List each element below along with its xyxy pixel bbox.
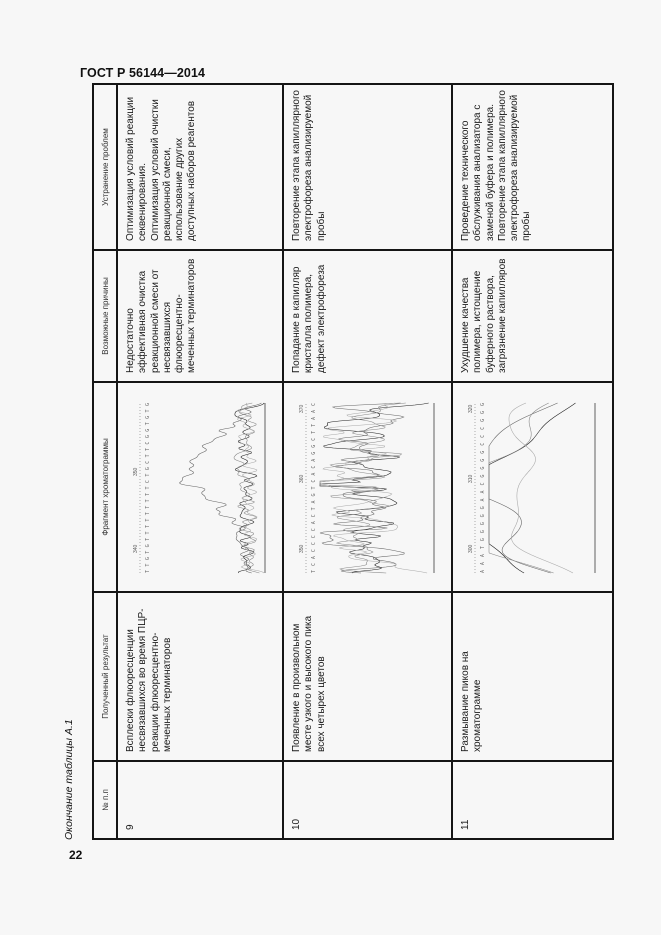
table-caption: Окончание таблицы А.1 xyxy=(63,719,75,840)
table-header-row: № п.п Полученный результат Фрагмент хром… xyxy=(93,84,117,839)
cell-text-line: обслуживания анализатора с xyxy=(472,104,484,241)
scale-tick-label: 370 xyxy=(299,404,305,413)
base-sequence: AAATGGGGGAACGGGGCCCGGG xyxy=(480,403,486,573)
table-a1-continuation: № п.п Полученный результат Фрагмент хром… xyxy=(92,84,613,840)
cell-text-line: Недостаточно xyxy=(125,308,136,373)
chromatogram-image: 350 360 370 TCACCCCACTAGTCACAGGCTTAAC xyxy=(299,402,435,574)
cell-text-line: реакционной смеси от xyxy=(149,269,161,373)
scale-tick-label: 360 xyxy=(299,474,305,483)
cell-text-line: секвенирования. xyxy=(137,163,149,241)
scale-tick-label: 320 xyxy=(468,404,474,413)
cell-text-line: эффективная очистка xyxy=(137,270,149,373)
scale-tick-label: 350 xyxy=(133,467,139,476)
chromatogram-trace xyxy=(488,402,576,574)
cell-text-line: полимера, истощение xyxy=(472,270,484,373)
column-header-causes: Возможные причины xyxy=(93,250,117,382)
cell-text-line: Попадание в капилляр xyxy=(291,266,302,373)
cell-text-line: Появление в произвольном xyxy=(291,623,302,752)
scale-tick-label: 310 xyxy=(468,474,474,483)
cell-text-line: использование других xyxy=(174,137,186,241)
cell-text-line: несвязавшихся xyxy=(161,301,173,373)
base-sequence: TTGTGTTTTTTTTTCTGCTTCGGTGTG xyxy=(145,403,151,573)
cell-causes: Ухудшение качества полимера, истощение буф… xyxy=(452,250,613,382)
chromatogram-image: 340 350 TTGTGTTTTTTTTTCTGCTTCGGTGTG xyxy=(133,402,266,574)
table-row: 11 Размывание пиков на хроматограмме 300 310… xyxy=(452,84,613,839)
chromatogram-image: 300 310 320 AAATGGGGGAACGGGGCCCGGG xyxy=(468,402,596,574)
cell-num: 9 xyxy=(117,761,283,839)
cell-fragment: 350 360 370 TCACCCCACTAGTCACAGGCTTAAC xyxy=(283,382,452,592)
cell-text-line: реакционной смеси, xyxy=(161,147,173,241)
cell-result: Всплески флюоресценции несвязавшихся во в… xyxy=(117,592,283,761)
cell-text-line: меченных терминаторов xyxy=(186,258,198,373)
cell-text-line: Ухудшение качества xyxy=(460,277,471,374)
base-sequence: TCACCCCACTAGTCACAGGCTTAAC xyxy=(311,403,317,573)
cell-text-line: флюоресцентно- xyxy=(174,294,186,373)
cell-text-line: заменой буфера и полимера. xyxy=(484,104,496,241)
cell-text-line: Оптимизация условий реакции xyxy=(125,96,136,241)
scale-tick-label: 350 xyxy=(299,544,305,553)
chromatogram-trace xyxy=(179,402,262,574)
cell-text-line: буферного раствора, xyxy=(484,275,496,373)
cell-num: 11 xyxy=(452,761,613,839)
column-header-result: Полученный результат xyxy=(93,592,117,761)
cell-fix: Оптимизация условий реакции секвенировани… xyxy=(117,84,283,250)
cell-text-line: Всплески флюоресценции xyxy=(125,629,136,752)
chromatogram-trace xyxy=(236,402,265,574)
cell-text-line: меченных терминаторов xyxy=(161,637,173,752)
cell-text-line: электрофореза анализируемой xyxy=(509,94,521,241)
cell-text-line: электрофореза анализируемой xyxy=(303,94,315,241)
cell-result: Размывание пиков на хроматограмме xyxy=(452,592,613,761)
column-header-fragment: Фрагмент хроматограммы xyxy=(93,382,117,592)
cell-causes: Недостаточно эффективная очистка реакционн… xyxy=(117,250,283,382)
cell-text-line: хроматограмме xyxy=(472,679,484,752)
troubleshooting-table: № п.п Полученный результат Фрагмент хром… xyxy=(92,83,614,840)
cell-text-line: всех четырех цветов xyxy=(315,656,327,752)
cell-fragment: 300 310 320 AAATGGGGGAACGGGGCCCGGG xyxy=(452,382,613,592)
table-row: 9 Всплески флюоресценции несвязавшихся во … xyxy=(117,84,283,839)
cell-text-line: Размывание пиков на xyxy=(460,651,471,752)
cell-fragment: 340 350 TTGTGTTTTTTTTTCTGCTTCGGTGTG xyxy=(117,382,283,592)
chromatogram-trace xyxy=(508,402,574,574)
column-header-fix: Устранение проблем xyxy=(93,84,117,250)
cell-num: 10 xyxy=(283,761,452,839)
cell-text-line: кристалла полимера, xyxy=(303,273,315,373)
cell-text-line: Оптимизация условий очистки xyxy=(149,99,161,241)
cell-text-line: месте узкого и высокого пика xyxy=(303,615,315,752)
document-header: ГОСТ Р 56144—2014 xyxy=(80,66,206,80)
cell-text-line: дефект электрофореза xyxy=(315,264,327,373)
cell-causes: Попадание в капилляр кристалла полимера, д… xyxy=(283,250,452,382)
chromatogram-trace xyxy=(488,402,558,574)
cell-text-line: Повторение этапа капиллярного xyxy=(496,90,508,241)
chromatogram-trace xyxy=(234,402,265,574)
chromatogram-trace xyxy=(233,402,260,574)
cell-text-line: реакции флюоресцентно- xyxy=(149,632,161,752)
table-row: 10 Появление в произвольном месте узкого и… xyxy=(283,84,452,839)
chromatogram-trace xyxy=(488,402,554,574)
chromatogram-trace xyxy=(319,402,406,574)
cell-text-line: Проведение технического xyxy=(460,120,471,241)
cell-text-line: пробы xyxy=(315,211,327,241)
column-header-num: № п.п xyxy=(93,761,117,839)
cell-text-line: доступных наборов реагентов xyxy=(186,100,198,241)
cell-text-line: Повторение этапа капиллярного xyxy=(291,90,302,241)
scale-tick-label: 300 xyxy=(468,544,474,553)
cell-fix: Проведение технического обслуживания анал… xyxy=(452,84,613,250)
cell-fix: Повторение этапа капиллярного электрофоре… xyxy=(283,84,452,250)
scale-tick-label: 340 xyxy=(133,544,139,553)
cell-text-line: пробы xyxy=(521,211,533,241)
cell-text-line: несвязавшихся во время ПЦР- xyxy=(137,608,149,752)
chromatogram-trace xyxy=(319,402,428,574)
cell-text-line: загрязнение капилляров xyxy=(496,258,508,373)
page-number: 22 xyxy=(69,848,83,862)
cell-result: Появление в произвольном месте узкого и в… xyxy=(283,592,452,761)
